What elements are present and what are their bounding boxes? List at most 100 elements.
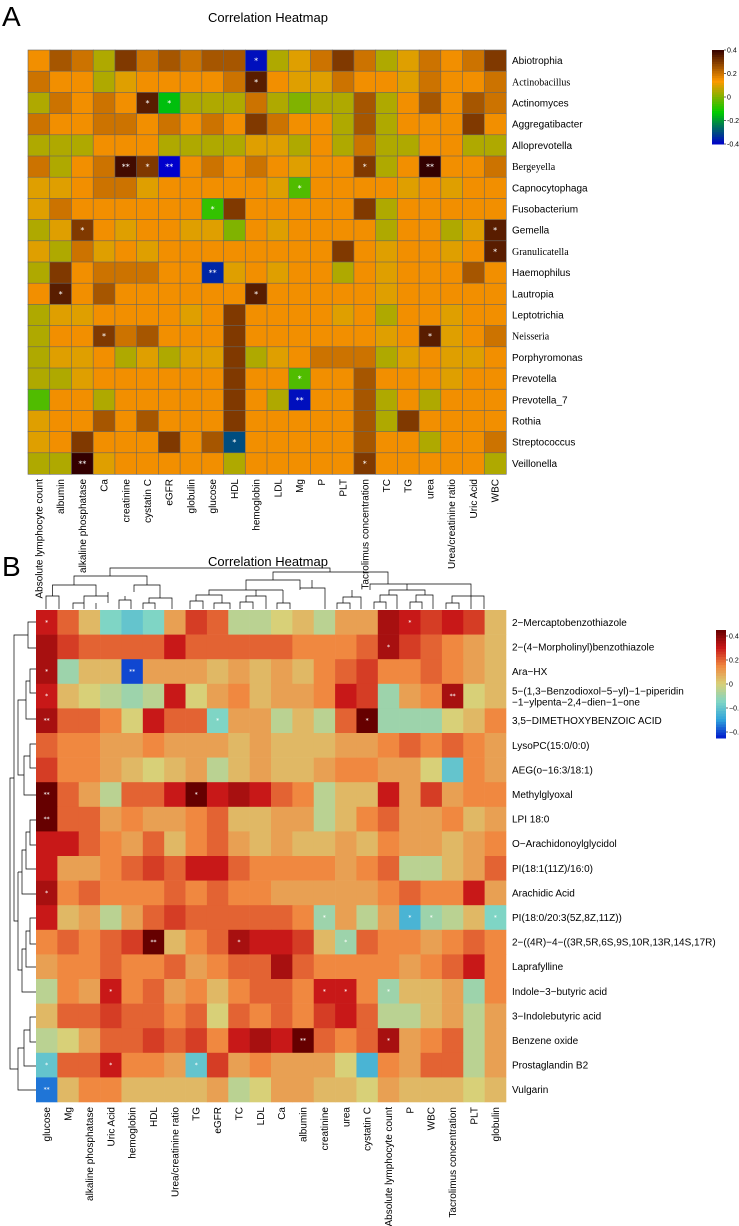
- heatmap-cell: [266, 304, 290, 327]
- heatmap-cell: [249, 1003, 272, 1029]
- heatmap-cell: [136, 240, 159, 263]
- heatmap-cell: [223, 410, 246, 433]
- heatmap-cell: [441, 782, 464, 808]
- heatmap-cell: [335, 1028, 357, 1054]
- heatmap-cell: [49, 388, 73, 412]
- heatmap-cell: [27, 49, 51, 72]
- heatmap-cell: [223, 367, 246, 390]
- heatmap-cell: [463, 634, 485, 660]
- heatmap-cell: [335, 905, 357, 931]
- heatmap-cell: [440, 113, 464, 136]
- heatmap-cell: [223, 113, 246, 136]
- heatmap-cell: [397, 219, 420, 242]
- significance-mark: *: [408, 915, 411, 922]
- panel-a-title: Correlation Heatmap: [208, 10, 328, 25]
- column-label: LDL: [256, 1107, 267, 1126]
- heatmap-cell: [179, 219, 203, 242]
- row-label-line: Porphyromonas: [512, 353, 583, 364]
- heatmap-cell: [114, 346, 138, 369]
- significance-mark: *: [254, 78, 258, 87]
- heatmap-cell: [441, 954, 464, 980]
- column-label: Urea/creatinine ratio: [170, 1107, 181, 1197]
- heatmap-cell: [375, 346, 398, 369]
- heatmap-cell: [49, 346, 73, 369]
- heatmap-cell: [27, 388, 51, 412]
- significance-mark: **: [129, 669, 135, 676]
- heatmap-cell: [356, 708, 379, 734]
- heatmap-cell: [288, 240, 312, 263]
- heatmap-cell: [292, 683, 315, 709]
- heatmap-cell: [292, 634, 315, 660]
- column-label: urea: [341, 1107, 352, 1127]
- heatmap-cell: [463, 708, 485, 734]
- row-label: 5−(1,3−Benzodioxol−5−yl)−1−piperidin −1−y…: [512, 687, 684, 709]
- heatmap-cell: [201, 431, 225, 454]
- heatmap-cell: [228, 757, 250, 783]
- heatmap-cell: [353, 282, 377, 306]
- column-label: Ca: [100, 479, 111, 492]
- heatmap-cell: [418, 240, 442, 263]
- heatmap-cell: [462, 198, 485, 221]
- significance-mark: *: [408, 619, 411, 626]
- significance-mark: **: [44, 792, 50, 799]
- significance-mark: **: [300, 1038, 306, 1045]
- heatmap-cell: [100, 683, 122, 709]
- heatmap-cell: [136, 367, 159, 390]
- heatmap-cell: [420, 831, 443, 857]
- heatmap-cell: [100, 880, 122, 906]
- heatmap-cell: [288, 452, 312, 475]
- heatmap-cell: [201, 388, 225, 412]
- significance-mark: *: [493, 226, 497, 235]
- heatmap-cell: [36, 1052, 58, 1078]
- column-dendrogram: [45, 567, 485, 609]
- heatmap-cell: [223, 49, 246, 72]
- column-label: Urea/creatinine ratio: [447, 479, 458, 569]
- colorbar-segment: [716, 638, 726, 642]
- heatmap-cell: [375, 304, 398, 327]
- heatmap-cell: [484, 905, 507, 931]
- heatmap-cell: [420, 757, 443, 783]
- heatmap-cell: [244, 134, 268, 157]
- heatmap-cell: [71, 92, 94, 115]
- colorbar-segment: [716, 632, 726, 636]
- heatmap-cell: [271, 757, 293, 783]
- panel-a-label: A: [2, 1, 21, 32]
- heatmap-cell: [71, 282, 94, 306]
- heatmap-cell: [331, 240, 355, 263]
- heatmap-cell: [201, 155, 225, 178]
- row-label: Prostaglandin B2: [512, 1061, 589, 1072]
- heatmap-cell: [463, 1028, 485, 1054]
- heatmap-cell: [310, 49, 333, 72]
- heatmap-cell: [483, 282, 507, 306]
- heatmap-cell: [310, 282, 333, 306]
- heatmap-cell: [158, 176, 181, 199]
- heatmap-cell: [228, 1052, 250, 1078]
- heatmap-cell: [484, 683, 507, 709]
- heatmap-cell: [164, 757, 186, 783]
- heatmap-cell: [142, 1052, 165, 1078]
- heatmap-cell: [57, 806, 80, 832]
- heatmap-cell: [223, 388, 246, 412]
- heatmap-cell: [179, 49, 203, 72]
- significance-mark: *: [387, 1038, 390, 1045]
- significance-mark: *: [45, 1062, 48, 1069]
- heatmap-cell: [57, 683, 80, 709]
- heatmap-cell: [441, 929, 464, 955]
- heatmap-cell: [71, 134, 94, 157]
- heatmap-cell: [136, 70, 159, 93]
- heatmap-cell: [179, 431, 203, 454]
- heatmap-cell: [399, 634, 421, 660]
- significance-mark: *: [211, 205, 215, 214]
- heatmap-cell: [310, 219, 333, 242]
- heatmap-cell: [223, 452, 246, 475]
- row-label-line: Ara−HX: [512, 667, 548, 678]
- heatmap-cell: [463, 610, 485, 635]
- heatmap-cell: [244, 431, 268, 454]
- row-label: 2−Mercaptobenzothiazole: [512, 618, 627, 629]
- heatmap-cell: [249, 831, 272, 857]
- heatmap-cell: [375, 219, 398, 242]
- heatmap-cell: [313, 733, 336, 758]
- row-label-line: Alloprevotella: [512, 141, 572, 152]
- heatmap-cell: [228, 856, 250, 881]
- heatmap-cell: [228, 880, 250, 906]
